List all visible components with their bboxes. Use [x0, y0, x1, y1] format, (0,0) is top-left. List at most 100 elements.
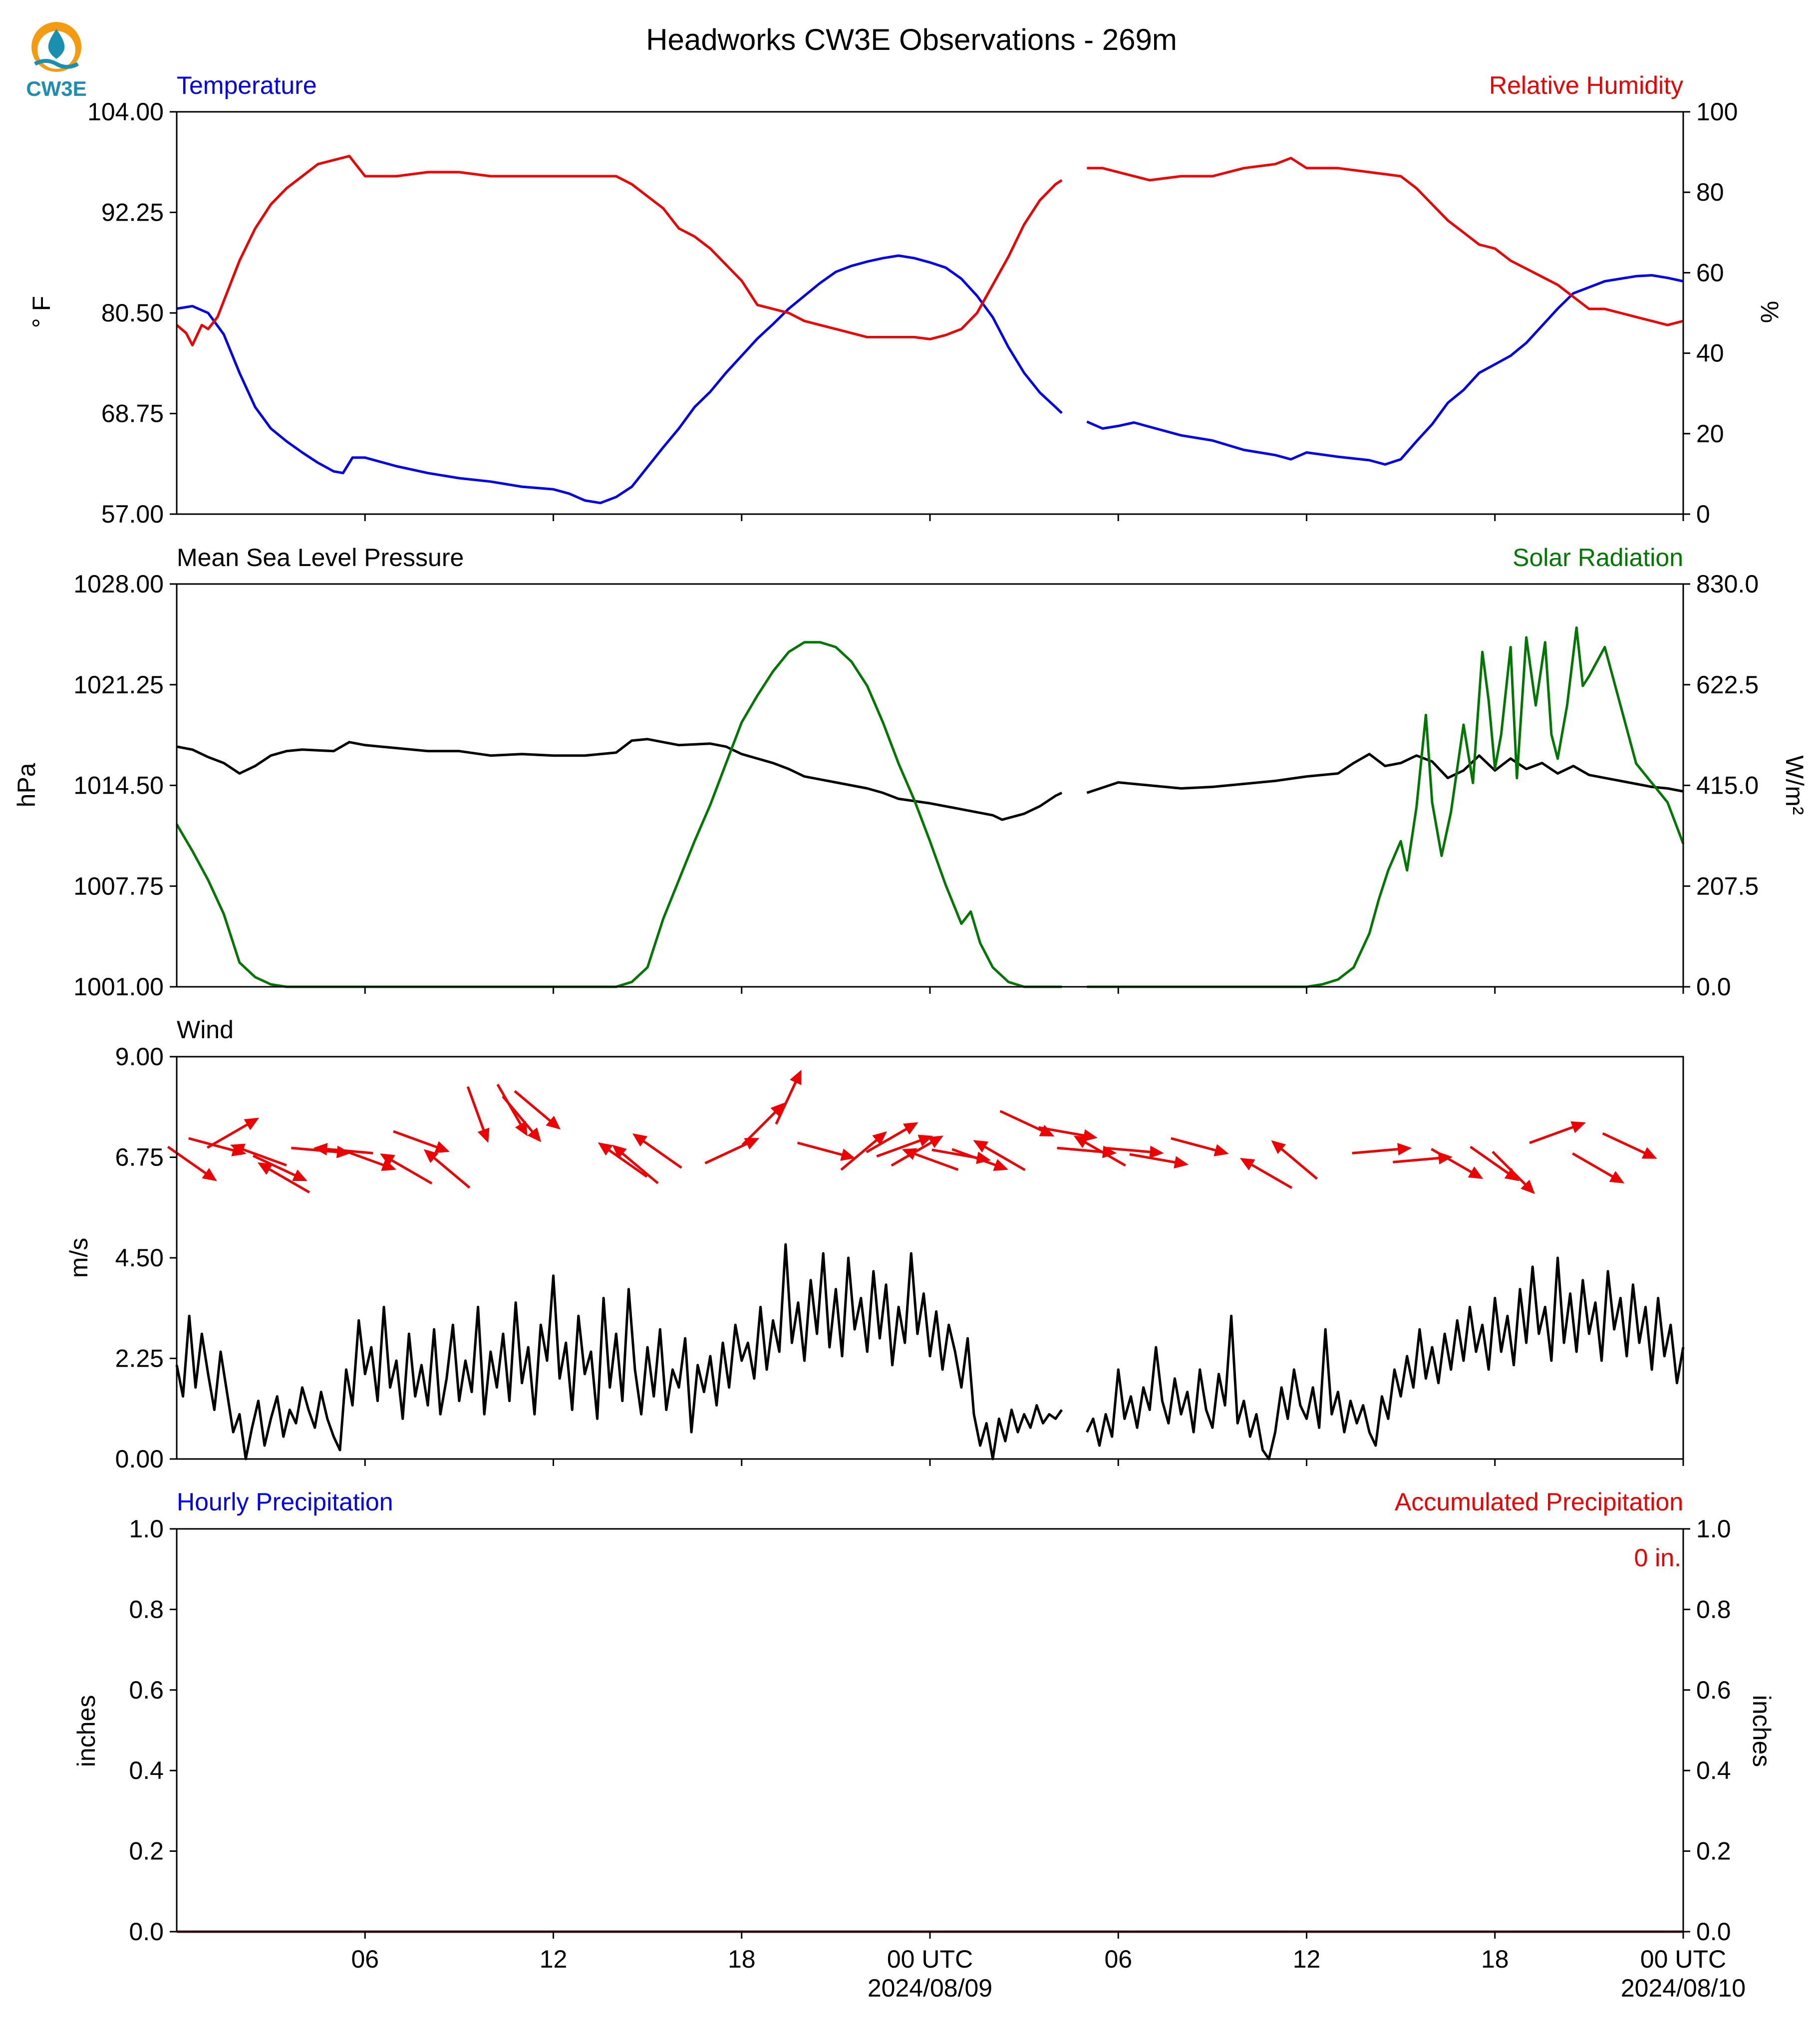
wind-arrow: [1104, 1146, 1164, 1159]
y-tick-label: 1007.75: [73, 872, 164, 900]
wind-arrow: [1602, 1132, 1657, 1159]
y-tick-label-right: 0.4: [1696, 1756, 1731, 1784]
y-tick-label-right: 0.0: [1696, 973, 1731, 1001]
wind-arrow: [393, 1130, 450, 1153]
time-tick-label: 00 UTC: [887, 1945, 973, 1973]
wind-arrow: [1271, 1140, 1318, 1180]
wind-arrow: [1572, 1152, 1625, 1183]
time-tick-label: 06: [351, 1945, 379, 1973]
y-tick-label: 0.8: [129, 1595, 164, 1623]
solar-ticks: 830.0 622.5 415.0 207.5 0.0: [1683, 570, 1759, 1001]
panel-1-frame: [176, 583, 1684, 988]
panel-2-frame: [176, 1056, 1684, 1460]
humidity-title: Relative Humidity: [1489, 71, 1683, 99]
accum-precip-ticks: 1.0 0.8 0.6 0.4 0.2 0.0: [1683, 1515, 1731, 1946]
wind-arrow: [1352, 1143, 1412, 1156]
wind-arrow: [1529, 1121, 1586, 1145]
wind-arrow: [840, 1131, 887, 1171]
y-tick-label-right: 40: [1696, 339, 1724, 367]
wind-arrow: [380, 1153, 433, 1185]
wind-arrow: [253, 1155, 307, 1181]
pressure-title: Mean Sea Level Pressure: [177, 544, 464, 572]
y-tick-label: 6.75: [115, 1144, 164, 1171]
y-tick-label: 104.00: [87, 98, 164, 126]
y-tick-label-right: 622.5: [1696, 671, 1759, 699]
wind-arrow: [612, 1145, 659, 1184]
wind-arrow: [741, 1102, 785, 1146]
wind-arrow: [1073, 1136, 1126, 1167]
wind-arrow: [423, 1149, 471, 1189]
wind-arrow: [902, 1148, 959, 1171]
wind-arrow: [466, 1086, 490, 1143]
wind-arrow: [1492, 1151, 1535, 1194]
series-line: [176, 738, 1684, 821]
time-tick-label: 12: [1293, 1945, 1321, 1973]
wind-arrow: [775, 1070, 802, 1125]
pressure-ticks: 1028.00 1021.25 1014.50 1007.75 1001.00: [73, 570, 177, 1001]
temperature-title: Temperature: [177, 71, 317, 99]
wind-arrow: [502, 1095, 542, 1143]
cw3e-logo: CW3E: [26, 22, 87, 100]
wind-arrow: [866, 1122, 918, 1154]
y-tick-label: 1021.25: [73, 671, 164, 699]
wind-arrow: [1171, 1137, 1229, 1157]
panel-3-time-ticks: [364, 1932, 1684, 1939]
y-tick-label-right: 20: [1696, 420, 1724, 448]
time-tick-label: 18: [728, 1945, 756, 1973]
y-tick-label-right: 830.0: [1696, 570, 1759, 598]
pressure-solar-series: [175, 626, 1685, 988]
y-tick-label: 1014.50: [73, 772, 164, 800]
wind-arrow: [704, 1138, 760, 1164]
date-label: 2024/08/09: [868, 1974, 992, 2002]
logo-wave-icon: [34, 59, 79, 69]
panel-0-time-ticks: [364, 514, 1684, 521]
y-tick-label: 0.4: [129, 1756, 164, 1784]
wind-arrow: [514, 1090, 561, 1130]
y-tick-label-right: 100: [1696, 98, 1738, 126]
temperature-humidity-panel: Temperature Relative Humidity ° F % 104.…: [27, 71, 1784, 528]
temperature-axis-label: ° F: [27, 296, 55, 328]
y-tick-label-right: 0.8: [1696, 1595, 1731, 1623]
accum-precip-axis-label: inches: [1748, 1695, 1776, 1767]
y-tick-label-right: 0: [1696, 500, 1710, 528]
y-tick-label-right: 60: [1696, 259, 1724, 287]
hourly-precip-axis-label: inches: [72, 1695, 100, 1767]
y-tick-label-right: 1.0: [1696, 1515, 1731, 1543]
wind-panel: Wind m/s 9.00 6.75 4.50 2.25 0.00: [65, 1016, 1685, 1473]
wind-arrow: [1431, 1148, 1484, 1179]
wind-vectors: [167, 1070, 1657, 1194]
series-line: [175, 626, 1685, 988]
humidity-axis-label: %: [1756, 301, 1784, 323]
logo-text: CW3E: [26, 77, 86, 100]
accum-total-label: 0 in.: [1634, 1544, 1681, 1572]
date-label: 2024/08/10: [1621, 1974, 1746, 2002]
wind-arrow: [951, 1148, 1008, 1171]
humidity-ticks: 100 80 60 40 20 0: [1683, 98, 1738, 528]
y-tick-label: 92.25: [101, 199, 164, 227]
wind-arrow: [1129, 1153, 1189, 1168]
wind-arrow: [206, 1118, 260, 1149]
y-tick-label: 1.0: [129, 1515, 164, 1543]
panel-3-frame: [176, 1528, 1684, 1933]
wind-arrow: [1470, 1146, 1519, 1181]
wind-arrow: [496, 1084, 528, 1137]
temperature-humidity-series: [176, 155, 1684, 505]
y-tick-label-right: 415.0: [1696, 772, 1759, 800]
y-tick-label: 0.00: [115, 1445, 164, 1473]
y-tick-label: 1001.00: [73, 973, 164, 1001]
series-line: [176, 254, 1684, 505]
y-tick-label: 57.00: [101, 500, 164, 528]
y-tick-label-right: 0.6: [1696, 1676, 1731, 1704]
wind-arrow: [1393, 1152, 1453, 1164]
y-tick-label: 80.50: [101, 299, 164, 327]
precipitation-panel: Hourly Precipitation Accumulated Precipi…: [72, 1488, 1776, 1946]
series-line: [176, 155, 1684, 346]
solar-title: Solar Radiation: [1513, 544, 1683, 572]
wind-arrow: [1239, 1158, 1292, 1189]
temperature-ticks: 104.00 92.25 80.50 68.75 57.00: [87, 98, 177, 528]
accum-precip-title: Accumulated Precipitation: [1395, 1488, 1683, 1516]
wind-arrow: [230, 1144, 287, 1166]
hourly-precip-ticks: 1.0 0.8 0.6 0.4 0.2 0.0: [129, 1515, 177, 1946]
